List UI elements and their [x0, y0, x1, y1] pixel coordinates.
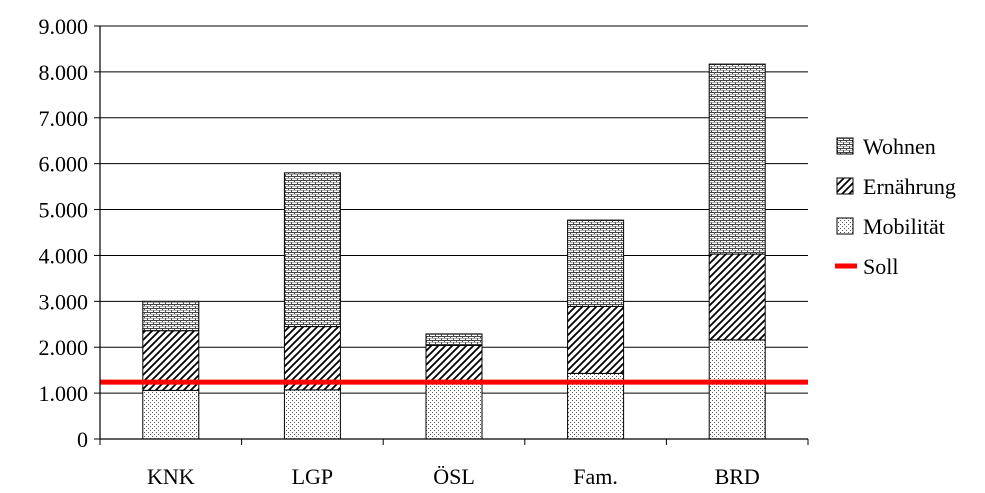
bars [100, 63, 808, 440]
y-tick-label: 9.000 [39, 14, 89, 39]
y-tick-label: 0 [77, 427, 88, 452]
x-tick-label: Fam. [573, 464, 618, 489]
x-tick-label: BRD [715, 464, 760, 489]
legend-swatch-brick [836, 137, 854, 155]
legend: Wohnen Ernährung Mobilität Soll [835, 134, 956, 279]
y-tick-label: 8.000 [39, 60, 89, 85]
bar-segment-dots [142, 389, 200, 440]
bar-segment-diagonal [283, 326, 341, 391]
y-tick-label: 2.000 [39, 335, 89, 360]
y-tick-label: 4.000 [39, 243, 89, 268]
gridlines [100, 25, 808, 394]
bar-segment-dots [708, 339, 766, 440]
bar-segment-brick [283, 172, 341, 328]
y-tick-label: 3.000 [39, 289, 89, 314]
bar-segment-diagonal [425, 344, 483, 382]
legend-label: Mobilität [863, 214, 945, 239]
bar-segment-brick [425, 333, 483, 346]
y-tick-label: 1.000 [39, 381, 89, 406]
bar-segment-brick [708, 63, 766, 255]
legend-swatch-diagonal [836, 177, 854, 195]
bar-segment-dots [283, 389, 341, 440]
axes: 0 1.000 2.000 3.000 4.000 5.000 6.000 7.000 8.00… [39, 14, 809, 489]
x-tick-label: ÖSL [433, 464, 475, 489]
bar-segment-diagonal [567, 305, 625, 374]
legend-label: Ernährung [863, 174, 956, 199]
x-tick-label: KNK [147, 464, 195, 489]
x-tick-label: LGP [292, 464, 334, 489]
y-tick-label: 6.000 [39, 152, 89, 177]
legend-label: Soll [863, 254, 898, 279]
bar-segment-brick [567, 219, 625, 307]
bar-segment-dots [425, 380, 483, 440]
bar-segment-diagonal [708, 253, 766, 341]
legend-swatch-dots [836, 217, 854, 235]
y-tick-label: 5.000 [39, 198, 89, 223]
bar-segment-brick [142, 300, 200, 332]
legend-label: Wohnen [863, 134, 936, 159]
y-tick-label: 7.000 [39, 106, 89, 131]
